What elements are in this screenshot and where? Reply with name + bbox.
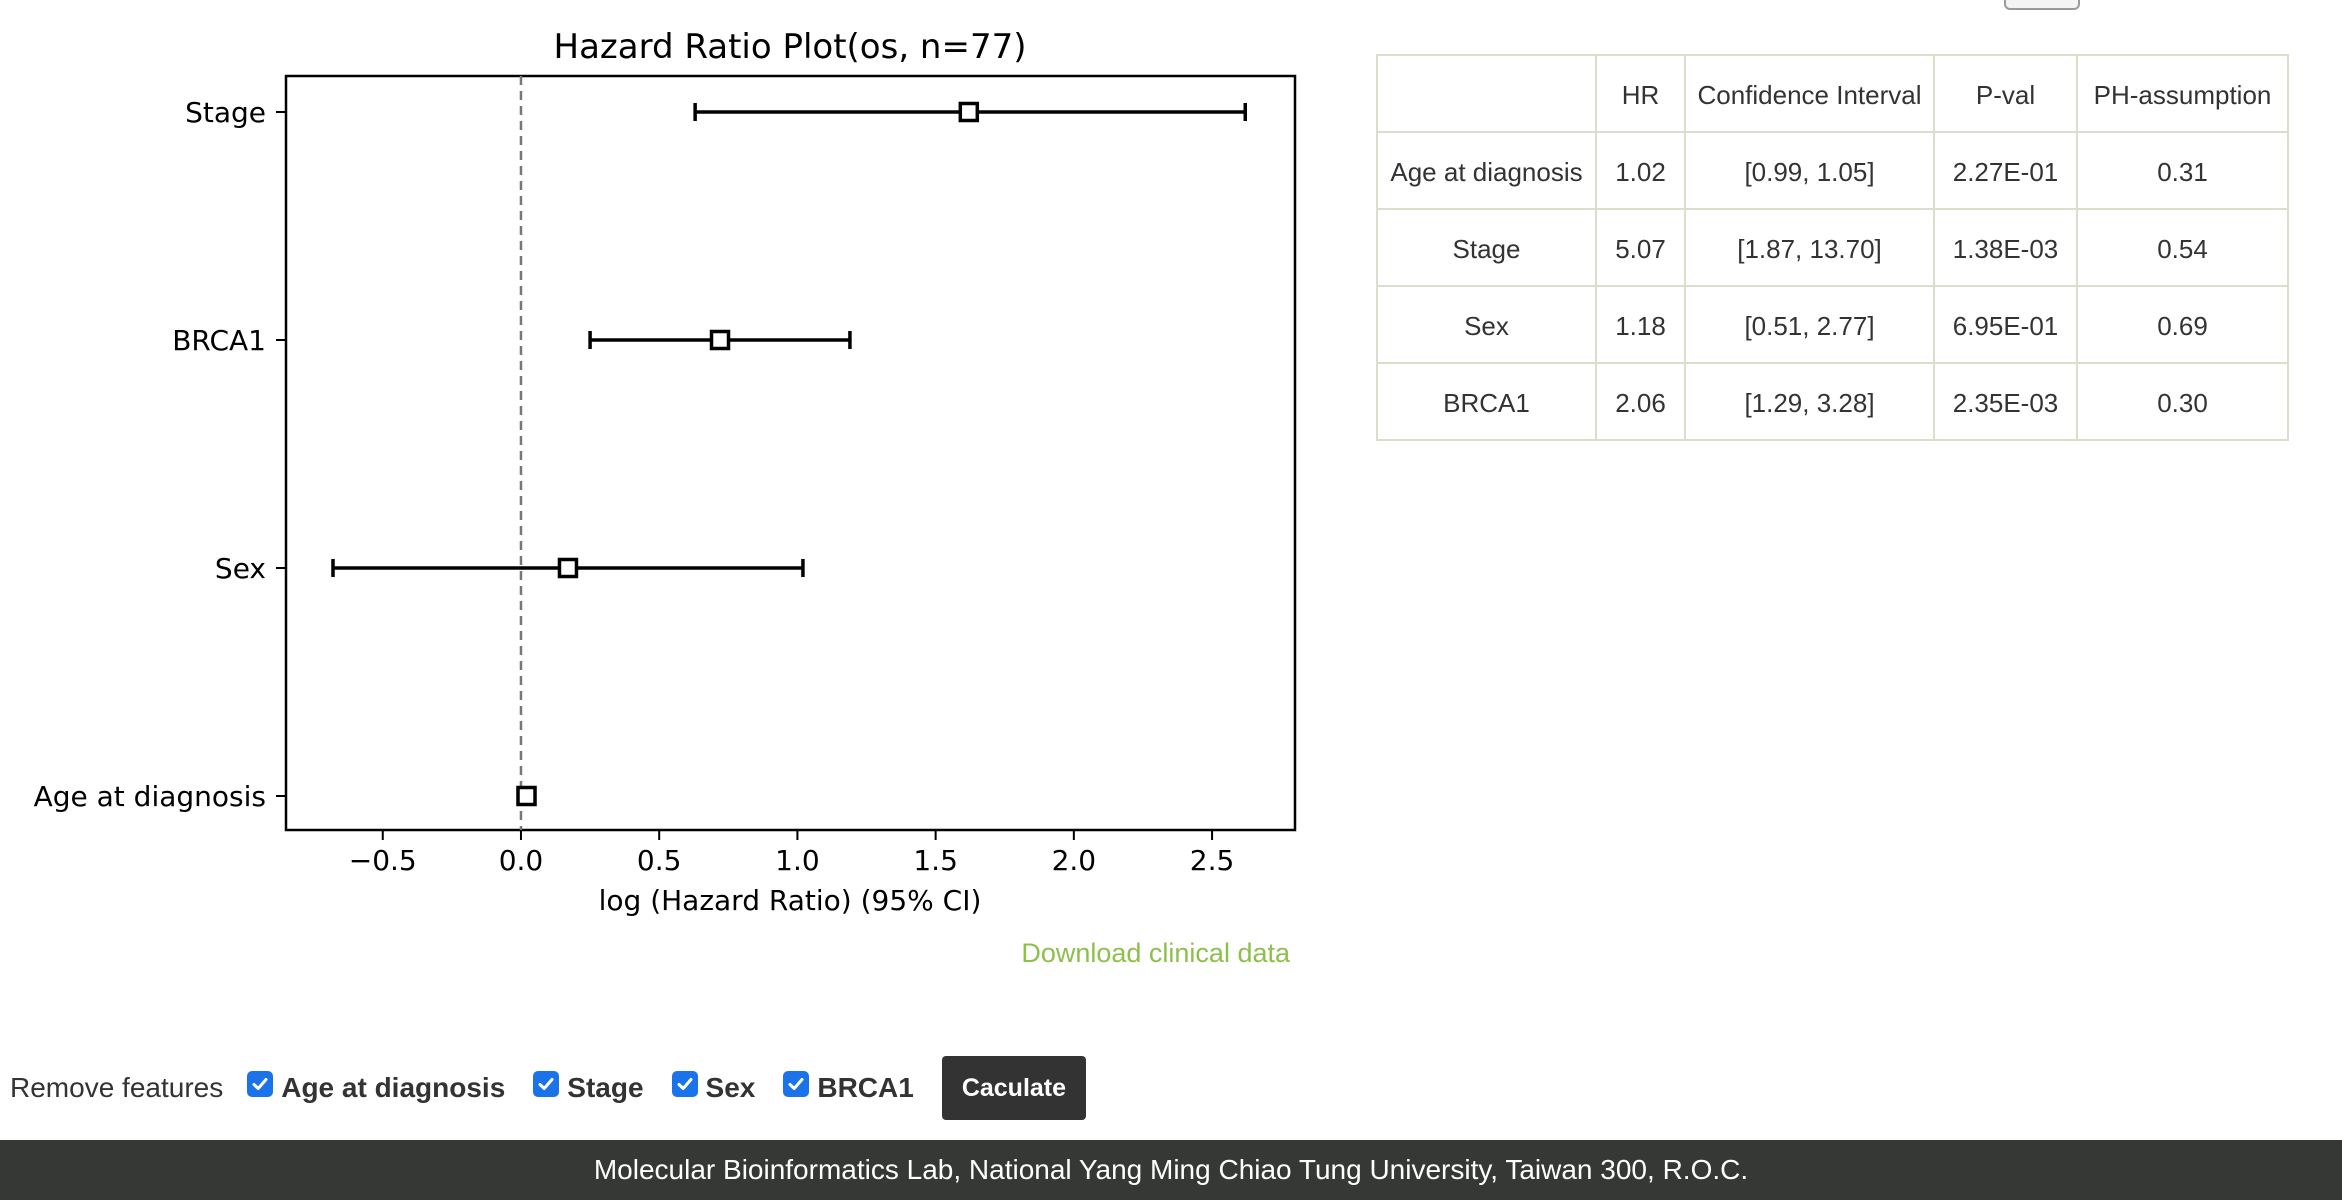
chart-title: Hazard Ratio Plot(os, n=77) — [554, 27, 1027, 67]
top-scroll-button[interactable] — [2004, 0, 2080, 10]
cell-pval: 6.95E-01 — [1933, 285, 2078, 364]
forest-rows: Stage BRCA1 Sex Age at diagnosis — [34, 96, 1247, 813]
table-row: Sex 1.18 [0.51, 2.77] 6.95E-01 0.69 — [1376, 285, 2289, 364]
point-estimate-marker — [516, 785, 537, 807]
feature-label: Sex — [705, 1072, 756, 1103]
table-header-row: HR Confidence Interval P-val PH-assumpti… — [1376, 54, 2289, 133]
checkbox-checked-icon[interactable] — [783, 1071, 810, 1097]
x-tick-label: 1.0 — [775, 844, 820, 877]
hazard-ratio-table: HR Confidence Interval P-val PH-assumpti… — [1376, 54, 2289, 441]
checkbox-checked-icon[interactable] — [247, 1071, 274, 1097]
y-tick-label: Sex — [215, 552, 266, 585]
hazard-ratio-plot: Hazard Ratio Plot(os, n=77) −0.5 0.0 0.5 1.… — [34, 27, 1297, 917]
point-estimate-marker — [958, 101, 980, 123]
feature-checkbox-sex[interactable]: Sex — [671, 1071, 756, 1104]
remove-features-label: Remove features — [10, 1072, 224, 1103]
feature-checkbox-age-at-diagnosis[interactable]: Age at diagnosis — [247, 1071, 506, 1104]
footer-text: Molecular Bioinformatics Lab, National Y… — [593, 1154, 1749, 1185]
cell-ph: 0.30 — [2076, 362, 2289, 441]
y-tick-label: BRCA1 — [172, 324, 266, 357]
feature-label: Stage — [567, 1072, 644, 1103]
calculate-button[interactable]: Caculate — [941, 1056, 1087, 1120]
cell-ph: 0.54 — [2076, 208, 2289, 287]
cell-ci: [1.29, 3.28] — [1684, 362, 1935, 441]
cell-pval: 2.35E-03 — [1933, 362, 2078, 441]
cell-feature: Sex — [1376, 285, 1597, 364]
cell-feature: Age at diagnosis — [1376, 131, 1597, 210]
table-row: BRCA1 2.06 [1.29, 3.28] 2.35E-03 0.30 — [1376, 362, 2289, 441]
checkbox-checked-icon[interactable] — [533, 1071, 560, 1097]
header-confidence-interval: Confidence Interval — [1684, 54, 1935, 133]
point-estimate-marker — [709, 329, 731, 351]
x-tick-label: 0.5 — [637, 844, 682, 877]
header-hr: HR — [1595, 54, 1686, 133]
x-tick-label: −0.5 — [349, 844, 417, 877]
cell-ph: 0.69 — [2076, 285, 2289, 364]
table-row: Age at diagnosis 1.02 [0.99, 1.05] 2.27E… — [1376, 131, 2289, 210]
header-feature — [1376, 54, 1597, 133]
table-row: Stage 5.07 [1.87, 13.70] 1.38E-03 0.54 — [1376, 208, 2289, 287]
cell-ci: [0.51, 2.77] — [1684, 285, 1935, 364]
header-ph-assumption: PH-assumption — [2076, 54, 2289, 133]
cell-ph: 0.31 — [2076, 131, 2289, 210]
cell-pval: 2.27E-01 — [1933, 131, 2078, 210]
y-tick-label: Stage — [185, 96, 266, 129]
cell-feature: BRCA1 — [1376, 362, 1597, 441]
x-tick-label: 2.0 — [1052, 844, 1097, 877]
cell-pval: 1.38E-03 — [1933, 208, 2078, 287]
cell-ci: [1.87, 13.70] — [1684, 208, 1935, 287]
x-axis-ticks: −0.5 0.0 0.5 1.0 1.5 2.0 2.5 — [349, 76, 1235, 877]
point-estimate-marker — [557, 557, 579, 579]
feature-checkbox-stage[interactable]: Stage — [533, 1071, 644, 1104]
feature-controls: Remove features Age at diagnosis Stage S… — [10, 1056, 1087, 1120]
feature-label: BRCA1 — [817, 1072, 914, 1103]
feature-checkbox-brca1[interactable]: BRCA1 — [783, 1071, 914, 1104]
y-tick-label: Age at diagnosis — [34, 780, 266, 813]
header-pval: P-val — [1933, 54, 2078, 133]
x-tick-label: 0.0 — [499, 844, 544, 877]
checkbox-checked-icon[interactable] — [671, 1071, 698, 1097]
cell-ci: [0.99, 1.05] — [1684, 131, 1935, 210]
cell-hr: 1.18 — [1595, 285, 1686, 364]
feature-label: Age at diagnosis — [281, 1072, 506, 1103]
cell-hr: 1.02 — [1595, 131, 1686, 210]
x-tick-label: 2.5 — [1190, 844, 1235, 877]
cell-hr: 2.06 — [1595, 362, 1686, 441]
cell-feature: Stage — [1376, 208, 1597, 287]
cell-hr: 5.07 — [1595, 208, 1686, 287]
download-clinical-data-link[interactable]: Download clinical data — [1021, 938, 1290, 968]
x-axis-label: log (Hazard Ratio) (95% CI) — [599, 884, 982, 917]
footer: Molecular Bioinformatics Lab, National Y… — [0, 1140, 2342, 1200]
plot-frame — [284, 74, 1297, 832]
x-tick-label: 1.5 — [913, 844, 958, 877]
